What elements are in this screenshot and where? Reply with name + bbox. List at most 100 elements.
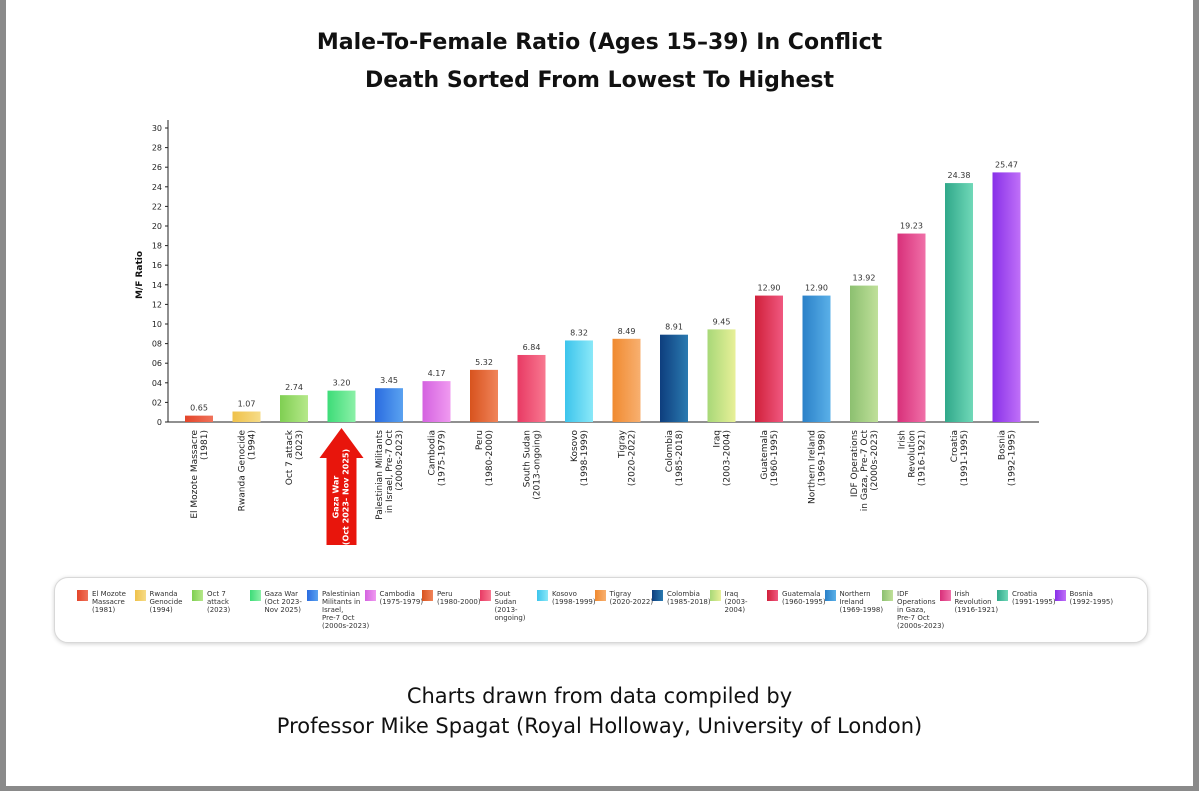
legend-swatch bbox=[997, 590, 1008, 601]
bar-value-label: 24.38 bbox=[948, 171, 971, 180]
y-tick-label: 28 bbox=[152, 144, 162, 153]
x-tick-label: South Sudan bbox=[523, 430, 533, 487]
x-tick-label: Irish bbox=[898, 430, 908, 449]
x-tick-label: (2000s-2023) bbox=[395, 430, 405, 491]
bar-1 bbox=[185, 415, 213, 422]
bar-value-label: 9.45 bbox=[713, 317, 731, 326]
x-tick-label: Cambodia bbox=[428, 430, 438, 476]
bar-value-label: 8.32 bbox=[570, 328, 588, 337]
x-tick-label: (2000s-2023) bbox=[870, 430, 880, 491]
x-tick-label: (2013-ongoing) bbox=[533, 430, 543, 500]
x-tick-label: (1985-2018) bbox=[675, 430, 685, 486]
y-tick-label: 04 bbox=[152, 379, 162, 388]
bar-value-label: 3.45 bbox=[380, 376, 398, 385]
x-tick-label: in Israel, Pre-7 Oct bbox=[385, 430, 395, 514]
bar-chart: 0 02 04 06 08 10 12 14 16 18 20 22 24 26 28 30 M/F Ratio… bbox=[135, 120, 1039, 545]
bar-12 bbox=[707, 329, 736, 422]
legend-label: IDF Operations in Gaza, Pre-7 Oct (2000s… bbox=[897, 590, 945, 630]
y-tick-label: 16 bbox=[152, 261, 162, 270]
y-tick-label: 20 bbox=[152, 222, 162, 231]
y-tick-label: 08 bbox=[152, 340, 162, 349]
legend-label: Kosovo (1998-1999) bbox=[552, 590, 596, 606]
x-tick-label: Palestinian Militants bbox=[375, 430, 385, 520]
legend-item: Bosnia (1992-1995) bbox=[1054, 590, 1126, 606]
legend-label: Peru (1980-2000) bbox=[437, 590, 481, 606]
legend-label: Guatemala (1960-1995) bbox=[782, 590, 826, 606]
x-tick-label: Iraq bbox=[713, 430, 723, 448]
legend-swatch bbox=[709, 590, 721, 601]
legend-swatch bbox=[882, 590, 893, 601]
bar-3 bbox=[280, 395, 308, 422]
legend-item: Oct 7 attack (2023) bbox=[192, 590, 263, 614]
bar-9 bbox=[565, 340, 593, 422]
bar-value-label: 1.07 bbox=[238, 400, 256, 409]
highlight-arrow-label: Gaza War bbox=[332, 476, 341, 519]
legend-swatch bbox=[537, 590, 548, 601]
bar-15 bbox=[850, 285, 878, 422]
legend-item: Palestinian Militants in Israel, Pre-7 O… bbox=[307, 590, 378, 630]
legend-item: Cambodia (1975-1979) bbox=[364, 590, 436, 606]
legend-label: Palestinian Militants in Israel, Pre-7 O… bbox=[322, 590, 370, 630]
legend-item: Gaza War (Oct 2023- Nov 2025) bbox=[249, 590, 321, 614]
x-tick-label: (1981) bbox=[200, 430, 210, 460]
y-tick-label: 24 bbox=[152, 183, 162, 192]
bar-value-label: 8.49 bbox=[618, 327, 636, 336]
legend-label: Colombia (1985-2018) bbox=[667, 590, 711, 606]
legend-swatch bbox=[77, 590, 88, 601]
bar-18 bbox=[992, 172, 1021, 422]
footer-credit-line-1: Charts drawn from data compiled by bbox=[406, 684, 793, 708]
y-tick-label: 14 bbox=[152, 281, 162, 290]
bar-value-label: 19.23 bbox=[900, 222, 923, 231]
bar-13 bbox=[755, 295, 783, 422]
chart-title-line-2: Death Sorted From Lowest To Highest bbox=[364, 68, 835, 93]
legend-item: Iraq (2003- 2004) bbox=[709, 590, 781, 614]
chart-labels: 0.65 El Mozote Massacre (1981) 1.07 Rwanda G… bbox=[190, 160, 1018, 545]
x-tick-label: Northern Ireland bbox=[808, 430, 818, 504]
y-tick-label: 0 bbox=[157, 418, 162, 427]
x-tick-label: (1994) bbox=[248, 430, 258, 460]
bar-value-label: 8.91 bbox=[665, 323, 683, 332]
legend-item: Kosovo (1998-1999) bbox=[537, 590, 608, 606]
bar-value-label: 12.90 bbox=[758, 284, 781, 293]
bar-14 bbox=[802, 295, 831, 422]
bar-16 bbox=[897, 233, 926, 422]
x-tick-label: El Mozote Massacre bbox=[190, 430, 200, 519]
legend-item: Rwanda Genocide (1994) bbox=[134, 590, 206, 614]
x-tick-label: (1975-1979) bbox=[438, 430, 448, 486]
bar-5 bbox=[375, 388, 403, 422]
y-tick-label: 02 bbox=[152, 398, 162, 407]
legend-label: Irish Revolution (1916-1921) bbox=[954, 590, 999, 614]
legend-item: El Mozote Massacre (1981) bbox=[77, 590, 148, 614]
bar-17 bbox=[945, 183, 973, 422]
x-tick-label: Revolution bbox=[908, 430, 918, 478]
y-tick-label: 22 bbox=[152, 202, 162, 211]
y-axis-label: M/F Ratio bbox=[135, 251, 145, 299]
highlight-arrow bbox=[319, 428, 364, 545]
legend-label: Northern Ireland (1969-1998) bbox=[839, 590, 884, 614]
bar-4 bbox=[327, 390, 356, 422]
x-tick-label: Guatemala bbox=[760, 430, 770, 480]
legend-swatch bbox=[1054, 590, 1066, 601]
legend-label: Tigray (2020-2022) bbox=[609, 590, 654, 606]
legend-swatch bbox=[824, 590, 836, 601]
x-tick-label: (1969-1998) bbox=[818, 430, 828, 486]
legend-swatch bbox=[192, 590, 203, 601]
bar-11 bbox=[660, 334, 688, 422]
chart-title-line-1: Male-To-Female Ratio (Ages 15–39) In Con… bbox=[316, 30, 883, 55]
x-tick-label: Kosovo bbox=[570, 430, 580, 462]
bar-value-label: 4.17 bbox=[428, 369, 446, 378]
bar-value-label: 3.20 bbox=[333, 379, 351, 388]
bar-value-label: 25.47 bbox=[995, 160, 1018, 169]
x-tick-label: Peru bbox=[475, 430, 485, 450]
y-tick-label: 10 bbox=[152, 320, 162, 329]
x-tick-label: Colombia bbox=[665, 430, 675, 472]
legend-swatch bbox=[479, 590, 491, 601]
y-tick-label: 12 bbox=[152, 300, 162, 309]
legend-swatch bbox=[422, 590, 433, 601]
legend-label: Bosnia (1992-1995) bbox=[1069, 590, 1114, 606]
legend-label: Iraq (2003- 2004) bbox=[724, 590, 748, 614]
x-tick-label: (1998-1999) bbox=[580, 430, 590, 486]
legend-swatch bbox=[307, 590, 318, 601]
bar-value-label: 13.92 bbox=[853, 274, 876, 283]
chart-page: Male-To-Female Ratio (Ages 15–39) In Con… bbox=[6, 0, 1193, 786]
